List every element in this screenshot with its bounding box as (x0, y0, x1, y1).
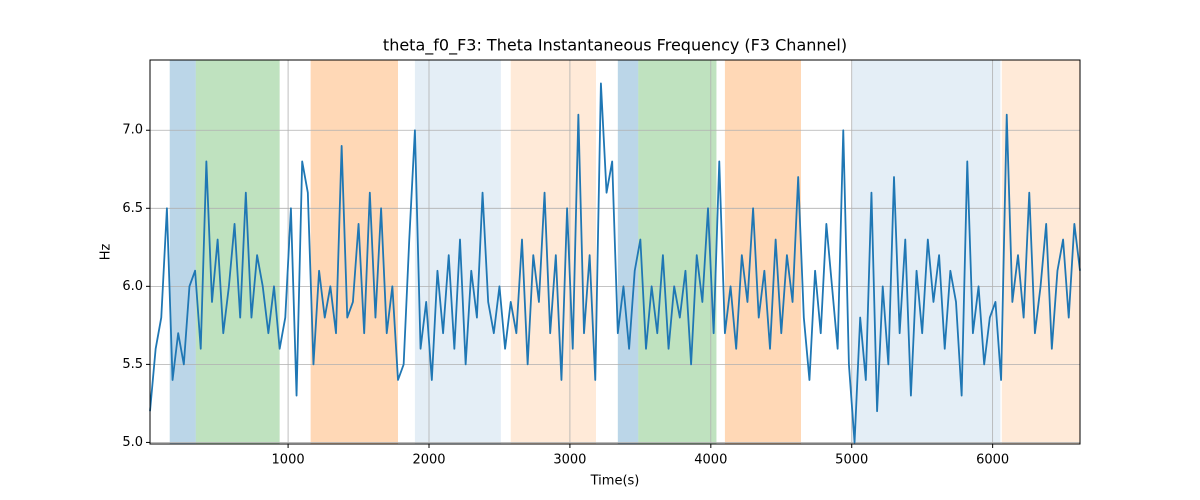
x-axis-label: Time(s) (590, 474, 640, 489)
shaded-band (310, 60, 398, 444)
y-tick-label: 6.0 (122, 279, 143, 294)
chart-title: theta_f0_F3: Theta Instantaneous Frequen… (383, 36, 847, 56)
x-tick-label: 4000 (694, 453, 727, 468)
x-tick-label: 1000 (272, 453, 305, 468)
shaded-band (724, 60, 801, 444)
shaded-band (638, 60, 717, 444)
shaded-band (617, 60, 639, 444)
y-tick-label: 6.5 (122, 201, 143, 216)
y-tick-label: 7.0 (122, 123, 143, 138)
shaded-band (195, 60, 280, 444)
x-tick-label: 5000 (835, 453, 868, 468)
shaded-band (851, 60, 1001, 444)
data-line (149, 82, 1081, 444)
y-tick-label: 5.0 (122, 435, 143, 450)
y-tick-label: 5.5 (122, 357, 143, 372)
x-tick-label: 2000 (412, 453, 445, 468)
shaded-band (414, 60, 501, 444)
x-tick-label: 6000 (976, 453, 1009, 468)
shaded-band (510, 60, 596, 444)
y-axis-label: Hz (99, 244, 114, 261)
x-tick-label: 3000 (553, 453, 586, 468)
shaded-band (1001, 60, 1080, 444)
plot-frame (149, 59, 1081, 445)
shaded-band (169, 60, 196, 444)
